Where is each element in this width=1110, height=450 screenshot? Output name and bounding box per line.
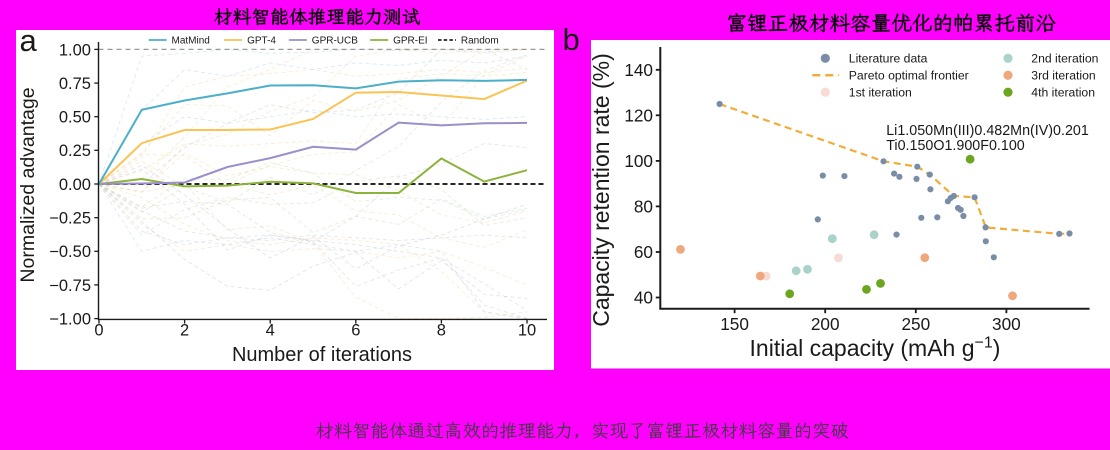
svg-text:2nd iteration: 2nd iteration xyxy=(1031,52,1098,66)
svg-text:a: a xyxy=(20,23,38,58)
svg-text:0.75: 0.75 xyxy=(59,75,91,93)
svg-text:Normalized advantage: Normalized advantage xyxy=(17,87,39,282)
svg-text:Capacity retention rate (%): Capacity retention rate (%) xyxy=(588,53,614,327)
svg-text:250: 250 xyxy=(901,314,930,334)
svg-text:1st iteration: 1st iteration xyxy=(849,86,912,100)
svg-text:140: 140 xyxy=(624,60,653,80)
svg-text:GPT-4: GPT-4 xyxy=(247,36,276,47)
svg-text:10: 10 xyxy=(518,322,536,340)
svg-text:Initial capacity (mAh g−1): Initial capacity (mAh g−1) xyxy=(750,335,1001,362)
svg-text:GPR-EI: GPR-EI xyxy=(393,36,427,47)
svg-text:b: b xyxy=(563,22,580,57)
svg-text:−0.75: −0.75 xyxy=(49,277,91,295)
svg-text:GPR-UCB: GPR-UCB xyxy=(312,36,358,47)
svg-text:80: 80 xyxy=(634,197,653,217)
svg-text:150: 150 xyxy=(720,314,749,334)
svg-text:−1.00: −1.00 xyxy=(49,311,91,329)
svg-text:Pareto optimal frontier: Pareto optimal frontier xyxy=(849,69,969,83)
svg-text:0: 0 xyxy=(94,322,103,340)
svg-text:MatMind: MatMind xyxy=(172,36,210,47)
svg-text:Random: Random xyxy=(461,36,499,47)
svg-text:−0.25: −0.25 xyxy=(49,210,91,228)
svg-text:Literature data: Literature data xyxy=(849,52,928,66)
svg-text:4: 4 xyxy=(266,322,275,340)
svg-text:0.50: 0.50 xyxy=(59,109,91,127)
svg-text:0.25: 0.25 xyxy=(59,142,91,160)
svg-text:3rd iteration: 3rd iteration xyxy=(1031,69,1095,83)
svg-text:Li1.050Mn(III)0.482Mn(IV)0.201: Li1.050Mn(III)0.482Mn(IV)0.201 xyxy=(886,123,1089,139)
svg-text:1.00: 1.00 xyxy=(59,41,91,59)
svg-text:200: 200 xyxy=(811,314,840,334)
svg-text:8: 8 xyxy=(437,322,446,340)
svg-text:120: 120 xyxy=(624,106,653,126)
svg-text:60: 60 xyxy=(634,242,653,262)
svg-text:Ti0.150O1.900F0.100: Ti0.150O1.900F0.100 xyxy=(886,138,1025,154)
svg-text:4th iteration: 4th iteration xyxy=(1031,86,1095,100)
svg-text:0.00: 0.00 xyxy=(59,176,91,194)
svg-text:6: 6 xyxy=(351,322,360,340)
svg-text:100: 100 xyxy=(624,151,653,171)
svg-text:Number of iterations: Number of iterations xyxy=(232,344,412,366)
svg-text:−0.50: −0.50 xyxy=(49,243,91,261)
svg-text:40: 40 xyxy=(634,288,653,308)
svg-text:2: 2 xyxy=(180,322,189,340)
svg-text:300: 300 xyxy=(992,314,1021,334)
